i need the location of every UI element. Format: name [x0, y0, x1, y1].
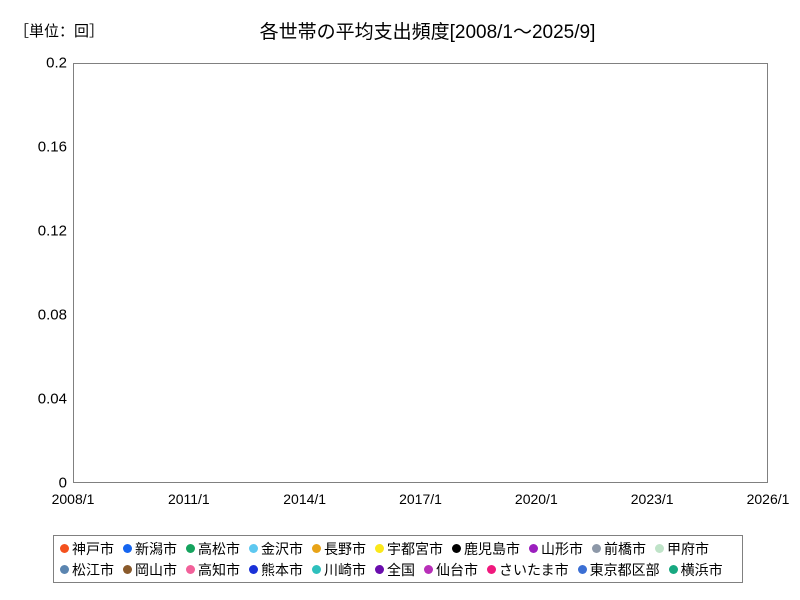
legend-item-新潟市[interactable]: 新潟市 [123, 542, 177, 556]
chart-frame [73, 63, 768, 483]
unit-label: ［単位：回］ [14, 23, 105, 40]
chart-plot-area [73, 63, 768, 483]
legend-item-前橋市[interactable]: 前橋市 [592, 542, 646, 556]
legend-label: 山形市 [541, 540, 583, 557]
x-axis-tick-label: 2026/1 [746, 491, 790, 507]
legend-label: 高松市 [198, 540, 240, 557]
legend-item-金沢市[interactable]: 金沢市 [249, 542, 303, 556]
legend-item-神戸市[interactable]: 神戸市 [60, 542, 114, 556]
legend-marker-icon [312, 565, 321, 574]
legend-label: 鹿児島市 [464, 540, 520, 557]
x-axis-tick-label: 2023/1 [630, 491, 674, 507]
y-axis-tick-label: 0 [58, 474, 67, 492]
legend-item-全国[interactable]: 全国 [375, 563, 415, 577]
legend-label: 新潟市 [135, 540, 177, 557]
legend-label: 高知市 [198, 561, 240, 578]
legend-marker-icon [186, 565, 195, 574]
legend-marker-icon [577, 565, 587, 574]
legend-item-高松市[interactable]: 高松市 [186, 542, 240, 556]
legend-label: 熊本市 [261, 561, 303, 578]
x-axis-tick-label: 2014/1 [283, 491, 327, 507]
legend-marker-icon [249, 544, 258, 553]
y-axis-tick-label: 0.12 [37, 222, 67, 240]
legend-item-甲府市[interactable]: 甲府市 [655, 542, 709, 556]
x-axis-tick-label: 2020/1 [514, 491, 558, 507]
legend-item-横浜市[interactable]: 横浜市 [668, 561, 723, 578]
legend-item-川崎市[interactable]: 川崎市 [312, 563, 366, 577]
page-title: 各世帯の平均支出頻度[2008/1～2025/9] [259, 22, 596, 43]
chart-legend: 神戸市 新潟市 高松市 金沢市 長野市 宇都宮市 鹿児島市 山形市 前橋市 甲府市 松江市 岡山市 高… [53, 535, 743, 583]
legend-marker-icon [487, 565, 496, 574]
legend-item-岡山市[interactable]: 岡山市 [123, 563, 177, 577]
legend-marker-icon [668, 565, 678, 574]
legend-item-長野市[interactable]: 長野市 [312, 542, 366, 556]
legend-label: さいたま市 [499, 561, 569, 578]
legend-item-高知市[interactable]: 高知市 [186, 563, 240, 577]
legend-label: 東京都区部 [589, 561, 660, 578]
legend-marker-icon [529, 544, 538, 553]
legend-label: 仙台市 [436, 561, 478, 578]
legend-item-仙台市[interactable]: 仙台市 [424, 563, 478, 577]
legend-item-山形市[interactable]: 山形市 [529, 542, 583, 556]
legend-marker-icon [592, 544, 601, 553]
legend-item-東京都区部[interactable]: 東京都区部 [577, 561, 660, 578]
legend-marker-icon [60, 544, 69, 553]
legend-row-1: 神戸市 新潟市 高松市 金沢市 長野市 宇都宮市 鹿児島市 山形市 前橋市 甲府市 [60, 538, 736, 559]
legend-label: 松江市 [72, 561, 114, 578]
legend-item-さいたま市[interactable]: さいたま市 [487, 563, 569, 577]
legend-item-鹿児島市[interactable]: 鹿児島市 [452, 542, 520, 556]
legend-label: 横浜市 [680, 561, 723, 578]
y-axis-tick-label: 0.2 [46, 54, 67, 72]
legend-label: 金沢市 [261, 540, 303, 557]
legend-marker-icon [60, 565, 69, 574]
legend-marker-icon [655, 544, 664, 553]
legend-marker-icon [249, 565, 258, 574]
legend-label: 長野市 [324, 540, 366, 557]
legend-marker-icon [424, 565, 433, 574]
legend-item-松江市[interactable]: 松江市 [60, 563, 114, 577]
legend-row-2: 松江市 岡山市 高知市 熊本市 川崎市 全国 仙台市 さいたま市 東京都区部 横浜市 [60, 559, 736, 580]
legend-label: 全国 [387, 561, 415, 578]
x-axis-tick-label: 2017/1 [399, 491, 442, 507]
legend-marker-icon [186, 544, 195, 553]
y-axis-tick-label: 0.08 [37, 306, 67, 324]
x-axis-tick-label: 2008/1 [51, 491, 95, 507]
y-axis-tick-label: 0.16 [37, 138, 67, 156]
legend-marker-icon [452, 544, 461, 553]
legend-label: 川崎市 [324, 561, 366, 578]
legend-marker-icon [375, 565, 384, 574]
legend-label: 前橋市 [604, 540, 646, 557]
legend-marker-icon [123, 565, 132, 574]
legend-marker-icon [123, 544, 132, 553]
legend-item-熊本市[interactable]: 熊本市 [249, 563, 303, 577]
x-axis-tick-label: 2011/1 [167, 491, 210, 507]
legend-marker-icon [312, 544, 321, 553]
legend-label: 甲府市 [667, 540, 709, 557]
legend-item-宇都宮市[interactable]: 宇都宮市 [375, 542, 443, 556]
y-axis-tick-label: 0.04 [37, 390, 67, 408]
legend-label: 岡山市 [135, 561, 177, 578]
legend-marker-icon [375, 544, 384, 553]
legend-label: 神戸市 [72, 540, 114, 557]
legend-label: 宇都宮市 [387, 540, 443, 557]
